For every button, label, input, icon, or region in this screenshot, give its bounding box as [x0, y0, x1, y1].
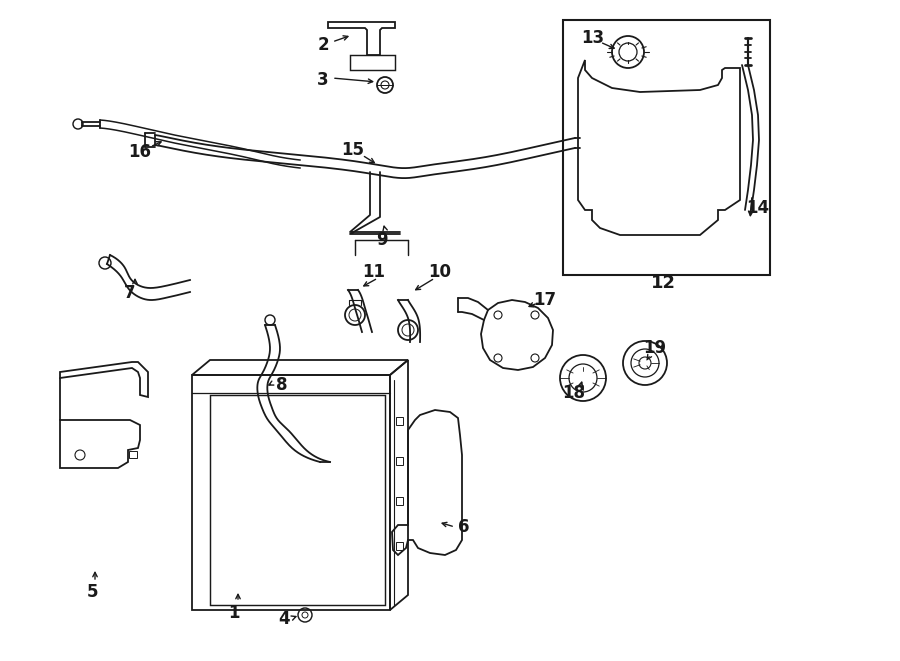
- Text: 8: 8: [276, 376, 288, 394]
- Text: 10: 10: [428, 263, 452, 281]
- Bar: [396, 497, 403, 505]
- Text: 2: 2: [317, 36, 328, 54]
- Bar: [129, 451, 137, 458]
- Text: 5: 5: [86, 583, 98, 601]
- Text: 15: 15: [341, 141, 365, 159]
- Text: 1: 1: [229, 604, 239, 622]
- Bar: [396, 457, 403, 465]
- Text: 18: 18: [562, 384, 586, 402]
- Text: 6: 6: [458, 518, 470, 536]
- Text: 14: 14: [746, 199, 769, 217]
- Text: 12: 12: [651, 274, 676, 292]
- Text: 19: 19: [644, 339, 667, 357]
- Text: 4: 4: [278, 610, 290, 628]
- Text: 7: 7: [124, 284, 136, 302]
- Text: 16: 16: [129, 143, 151, 161]
- Text: 17: 17: [534, 291, 556, 309]
- Bar: [396, 542, 403, 550]
- Bar: [396, 417, 403, 425]
- Text: 9: 9: [376, 231, 388, 249]
- Text: 3: 3: [317, 71, 328, 89]
- Text: 13: 13: [581, 29, 605, 47]
- Text: 11: 11: [363, 263, 385, 281]
